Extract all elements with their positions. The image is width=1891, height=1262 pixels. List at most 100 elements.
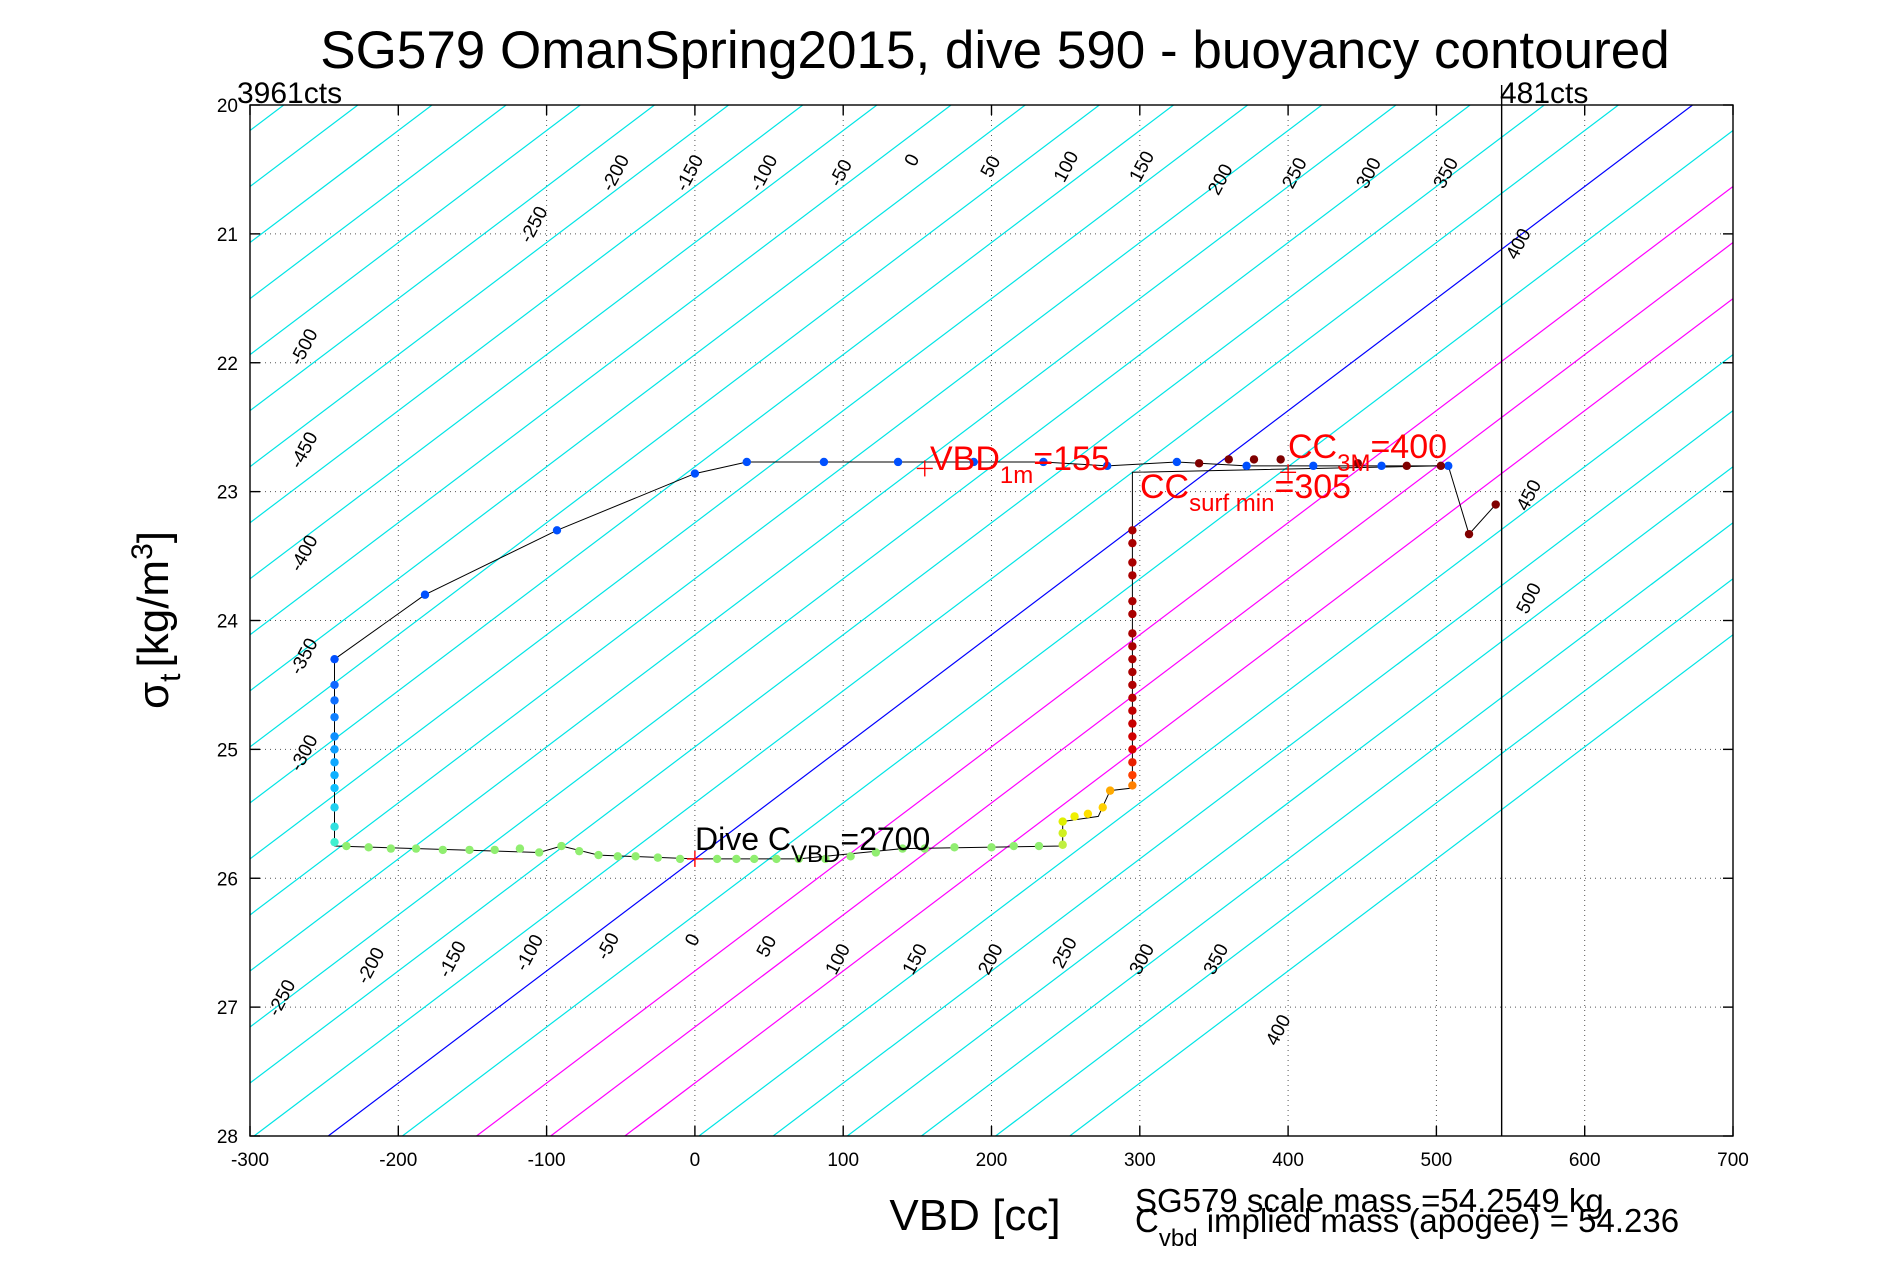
data-point <box>1034 841 1044 851</box>
grid-lines <box>250 105 1733 1136</box>
contour-line <box>250 105 729 468</box>
x-tick-label: -100 <box>528 1150 566 1171</box>
data-point <box>1491 500 1500 509</box>
data-point <box>653 853 663 862</box>
data-point <box>1194 459 1204 468</box>
data-point <box>1128 745 1137 754</box>
x-tick-label: 700 <box>1717 1150 1749 1171</box>
data-point <box>1128 538 1137 548</box>
contour-line <box>253 105 1619 1136</box>
data-points <box>330 455 1500 864</box>
x-tick-label: 100 <box>827 1150 859 1171</box>
contour-line <box>250 105 655 412</box>
data-point <box>690 469 700 478</box>
cc-max-main: CC <box>1288 428 1337 466</box>
contour-line <box>624 297 1733 1136</box>
data-point <box>1070 812 1079 821</box>
y-label-sub: t <box>154 673 187 682</box>
cc-surf-main: CC <box>1140 468 1189 506</box>
vbd-1m-value: =155 <box>1033 440 1110 478</box>
data-point <box>1436 461 1446 471</box>
data-point <box>557 841 566 851</box>
data-point <box>1058 828 1067 838</box>
data-point <box>515 844 525 853</box>
data-point <box>1058 840 1067 849</box>
x-tick-label: -300 <box>231 1150 269 1171</box>
data-point <box>438 845 447 855</box>
data-point <box>893 457 903 467</box>
data-point <box>750 854 759 864</box>
data-point <box>330 680 339 690</box>
contour-line <box>250 105 804 524</box>
data-point <box>1128 781 1137 790</box>
counts-left-label: 3961cts <box>237 77 342 110</box>
data-point <box>1128 719 1137 728</box>
dive-cvbd-value: =2700 <box>840 821 930 857</box>
reference-markers <box>686 460 1297 867</box>
data-point <box>1353 459 1363 468</box>
data-point <box>330 822 339 831</box>
data-point <box>420 590 430 599</box>
data-point <box>1128 558 1137 567</box>
y-tick-label: 20 <box>217 96 238 117</box>
contour-line <box>250 105 1471 1028</box>
data-point <box>1039 457 1048 467</box>
y-label-units: [kg/m <box>129 560 178 668</box>
contour-line <box>250 105 1026 692</box>
cc-surf-sub: surf min <box>1189 490 1274 517</box>
data-point <box>1083 809 1093 819</box>
x-axis-label: VBD [cc] <box>889 1191 1060 1240</box>
data-point <box>330 696 339 705</box>
data-point <box>969 457 978 467</box>
contour-line <box>995 578 1733 1136</box>
cc-surf-value: =305 <box>1274 468 1351 506</box>
data-point <box>1128 693 1137 703</box>
y-tick-label: 22 <box>217 354 238 375</box>
contour-line <box>250 105 1397 972</box>
plus-marker <box>916 460 933 477</box>
dive-cvbd-main: Dive C <box>695 821 791 857</box>
contour-line <box>250 105 507 300</box>
data-point <box>712 854 722 864</box>
implied-mass-footer: Cvbd implied mass (apogee) = 54.236 <box>1135 1202 1679 1252</box>
data-point <box>534 848 544 857</box>
cc-surf-min-annotation: CCsurf min=305 <box>1140 468 1351 517</box>
data-point <box>1309 461 1318 471</box>
contour-line <box>250 105 952 636</box>
data-point <box>1128 680 1137 690</box>
data-point <box>1105 786 1115 795</box>
contour-line <box>476 185 1733 1136</box>
data-point <box>411 844 421 853</box>
axis-ticks <box>249 104 1734 1137</box>
data-point <box>1249 455 1259 464</box>
contour-line <box>772 409 1733 1136</box>
data-point <box>871 848 881 857</box>
plus-marker <box>686 850 703 867</box>
data-point <box>1128 732 1137 741</box>
contour-line <box>1069 634 1733 1136</box>
data-point <box>1377 461 1386 471</box>
data-point <box>1128 667 1137 677</box>
dive-cvbd-annotation: Dive CVBD=2700 <box>695 821 930 868</box>
data-point <box>465 845 474 855</box>
data-point <box>772 854 781 864</box>
contour-line <box>250 105 1100 748</box>
chart-title: SG579 OmanSpring2015, dive 590 - buoyanc… <box>320 21 1669 80</box>
data-point <box>732 854 741 864</box>
data-point <box>794 854 803 864</box>
y-label-main: σ <box>129 682 178 709</box>
y-axis-label: σt [kg/m3] <box>126 531 187 709</box>
cc-max-sub: 3M <box>1337 450 1370 477</box>
data-point <box>1276 455 1285 464</box>
contour-line <box>250 105 1545 1084</box>
contour-line <box>846 465 1733 1136</box>
x-tick-label: 300 <box>1124 1150 1156 1171</box>
plus-marker <box>1280 464 1297 481</box>
y-tick-label: 24 <box>217 612 239 633</box>
contour-line <box>250 105 1249 860</box>
data-point <box>330 732 339 741</box>
data-point <box>920 844 929 853</box>
data-point <box>1172 457 1182 467</box>
data-point <box>821 854 830 864</box>
